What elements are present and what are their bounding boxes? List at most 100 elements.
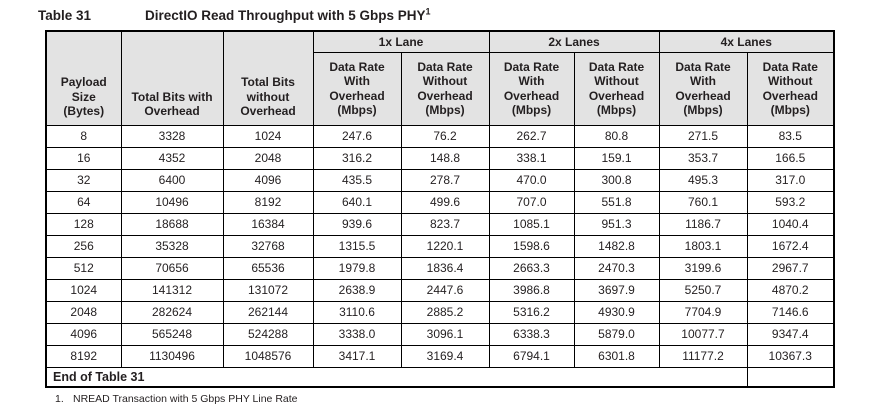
table-row: 256 35328 32768 1315.5 1220.1 1598.6 1482.8 180… [45, 234, 835, 258]
table-row: 32 6400 4096 435.5 278.7 470.0 300.8 495.3 317.0 [45, 168, 835, 192]
throughput-table: Payload Size (Bytes) Total Bits with Ove… [45, 30, 835, 388]
table-cell: 4870.2 [746, 278, 835, 302]
table-cell: 18688 [120, 212, 224, 236]
table-cell: 262.7 [488, 124, 575, 148]
table-cell: 760.1 [658, 190, 748, 214]
col-header-total-bits-with-overhead: Total Bits with Overhead [120, 30, 224, 126]
table-cell: 3417.1 [312, 344, 402, 368]
table-cell: 282624 [120, 300, 224, 324]
table-cell: 2470.3 [573, 256, 660, 280]
table-cell: 5250.7 [658, 278, 748, 302]
table-cell: 2967.7 [746, 256, 835, 280]
table-cell: 3096.1 [400, 322, 490, 346]
table-cell: 435.5 [312, 168, 402, 192]
table-cell: 1598.6 [488, 234, 575, 258]
table-cell: 6794.1 [488, 344, 575, 368]
table-cell: 10496 [120, 190, 224, 214]
table-cell: 64 [45, 190, 122, 214]
table-cell: 32768 [222, 234, 314, 258]
table-row: 128 18688 16384 939.6 823.7 1085.1 951.3 1186.7… [45, 212, 835, 236]
table-cell: 317.0 [746, 168, 835, 192]
table-cell: 2638.9 [312, 278, 402, 302]
table-cell: 10367.3 [746, 344, 835, 368]
table-cell: 593.2 [746, 190, 835, 214]
table-cell: 565248 [120, 322, 224, 346]
table-cell: 8192 [222, 190, 314, 214]
table-cell: 35328 [120, 234, 224, 258]
table-cell: 300.8 [573, 168, 660, 192]
table-cell: 512 [45, 256, 122, 280]
footnote-text: NREAD Transaction with 5 Gbps PHY Line R… [73, 393, 298, 405]
table-cell: 148.8 [400, 146, 490, 170]
table-cell: 1130496 [120, 344, 224, 368]
table-row: 8192 1130496 1048576 3417.1 3169.4 6794.1 6301… [45, 344, 835, 368]
table-cell: 4096 [45, 322, 122, 346]
table-cell: 65536 [222, 256, 314, 280]
table-cell: 1186.7 [658, 212, 748, 236]
table-cell: 166.5 [746, 146, 835, 170]
table-cell: 256 [45, 234, 122, 258]
table-cell: 2885.2 [400, 300, 490, 324]
table-cell: 10077.7 [658, 322, 748, 346]
table-body: 8 3328 1024 247.6 76.2 262.7 80.8 271.5 83.5 16 43… [45, 124, 835, 368]
table-cell: 70656 [120, 256, 224, 280]
table-cell: 1315.5 [312, 234, 402, 258]
table-cell: 271.5 [658, 124, 748, 148]
col-header-payload-size: Payload Size (Bytes) [45, 30, 122, 126]
col-header-total-bits-without-overhead: Total Bits without Overhead [222, 30, 314, 126]
table-title-text: DirectIO Read Throughput with 5 Gbps PHY [145, 8, 426, 23]
table-cell: 128 [45, 212, 122, 236]
footnote: 1. NREAD Transaction with 5 Gbps PHY Lin… [55, 393, 870, 405]
table-cell: 278.7 [400, 168, 490, 192]
table-cell: 80.8 [573, 124, 660, 148]
table-cell: 11177.2 [658, 344, 748, 368]
table-cell: 2663.3 [488, 256, 575, 280]
table-cell: 4352 [120, 146, 224, 170]
table-cell: 1024 [222, 124, 314, 148]
table-cell: 6400 [120, 168, 224, 192]
table-cell: 8 [45, 124, 122, 148]
table-cell: 3986.8 [488, 278, 575, 302]
table-title: DirectIO Read Throughput with 5 Gbps PHY… [145, 7, 431, 23]
table-cell: 262144 [222, 300, 314, 324]
table-cell: 1048576 [222, 344, 314, 368]
table-cell: 640.1 [312, 190, 402, 214]
table-cell: 1803.1 [658, 234, 748, 258]
group-header-1x-lane: 1x Lane [312, 30, 490, 53]
table-cell: 16384 [222, 212, 314, 236]
table-cell: 2447.6 [400, 278, 490, 302]
table-row: 1024 141312 131072 2638.9 2447.6 3986.8 3697.9… [45, 278, 835, 302]
col-header-1x-with-overhead: Data Rate With Overhead (Mbps) [312, 51, 402, 126]
table-cell: 3110.6 [312, 300, 402, 324]
table-row: 512 70656 65536 1979.8 1836.4 2663.3 2470.3 319… [45, 256, 835, 280]
table-cell: 551.8 [573, 190, 660, 214]
table-cell: 141312 [120, 278, 224, 302]
col-header-4x-without-overhead: Data Rate Without Overhead (Mbps) [746, 51, 835, 126]
table-cell: 1836.4 [400, 256, 490, 280]
table-cell: 8192 [45, 344, 122, 368]
table-cell: 316.2 [312, 146, 402, 170]
table-cell: 3697.9 [573, 278, 660, 302]
table-cell: 4930.9 [573, 300, 660, 324]
end-of-table-label: End of Table 31 [45, 366, 748, 388]
end-row-empty-cell [746, 366, 835, 388]
table-cell: 951.3 [573, 212, 660, 236]
table-cell: 1085.1 [488, 212, 575, 236]
table-cell: 495.3 [658, 168, 748, 192]
table-cell: 823.7 [400, 212, 490, 236]
table-cell: 76.2 [400, 124, 490, 148]
table-cell: 7704.9 [658, 300, 748, 324]
table-cell: 32 [45, 168, 122, 192]
table-cell: 247.6 [312, 124, 402, 148]
table-cell: 2048 [222, 146, 314, 170]
table-cell: 1220.1 [400, 234, 490, 258]
table-cell: 1979.8 [312, 256, 402, 280]
table-cell: 5316.2 [488, 300, 575, 324]
footnote-number: 1. [55, 393, 64, 405]
table-cell: 3338.0 [312, 322, 402, 346]
col-header-2x-without-overhead: Data Rate Without Overhead (Mbps) [573, 51, 660, 126]
col-header-4x-with-overhead: Data Rate With Overhead (Mbps) [658, 51, 748, 126]
table-cell: 131072 [222, 278, 314, 302]
group-header-2x-lanes: 2x Lanes [488, 30, 660, 53]
